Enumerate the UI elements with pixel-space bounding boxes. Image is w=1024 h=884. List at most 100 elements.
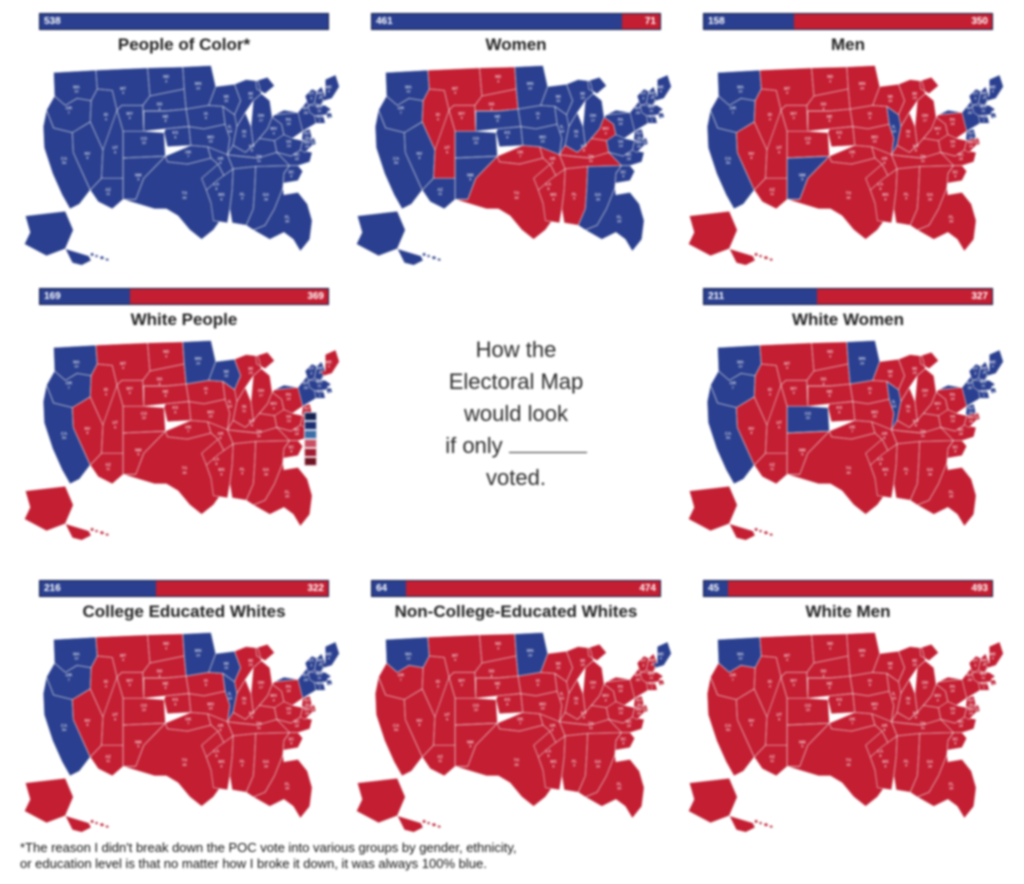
svg-text:6: 6 [552, 197, 554, 201]
svg-text:11: 11 [257, 434, 261, 438]
svg-text:MA: MA [980, 104, 987, 109]
svg-text:8: 8 [879, 754, 881, 758]
svg-text:NJ: NJ [636, 697, 642, 702]
svg-text:9: 9 [954, 742, 956, 746]
svg-text:IA: IA [536, 111, 540, 116]
svg-text:WA: WA [737, 359, 744, 364]
svg-text:7: 7 [68, 111, 70, 115]
svg-text:CA: CA [725, 156, 731, 161]
svg-text:IN: IN [242, 404, 246, 409]
svg-text:16: 16 [295, 157, 299, 161]
svg-text:NY: NY [967, 381, 973, 386]
svg-text:NE: NE [163, 389, 169, 394]
svg-text:3: 3 [974, 96, 976, 100]
svg-text:SD: SD [489, 669, 495, 674]
svg-text:8: 8 [215, 754, 217, 758]
svg-text:15: 15 [913, 371, 917, 375]
svg-text:NV: NV [417, 718, 423, 723]
svg-text:CT: CT [981, 114, 987, 119]
svg-text:MN: MN [195, 356, 202, 361]
svg-text:CT: CT [317, 389, 323, 394]
svg-text:10: 10 [888, 666, 892, 670]
svg-text:7: 7 [519, 155, 521, 159]
svg-text:IN: IN [906, 129, 910, 134]
svg-text:16: 16 [264, 197, 268, 201]
svg-text:AL: AL [239, 466, 245, 471]
svg-text:8: 8 [915, 716, 917, 720]
svg-text:10: 10 [806, 416, 810, 420]
svg-text:19: 19 [228, 696, 232, 700]
svg-text:MA: MA [648, 671, 655, 676]
svg-text:10: 10 [969, 420, 973, 424]
svg-text:16: 16 [959, 157, 963, 161]
svg-text:3: 3 [165, 354, 167, 358]
svg-text:30: 30 [617, 787, 621, 791]
svg-text:AZ: AZ [769, 754, 775, 759]
svg-text:6: 6 [205, 116, 207, 120]
svg-text:6: 6 [114, 425, 116, 429]
svg-text:CT: CT [317, 114, 323, 119]
svg-text:7: 7 [983, 119, 985, 123]
svg-text:11: 11 [589, 159, 593, 163]
svg-text:30: 30 [949, 220, 953, 224]
svg-text:NH: NH [317, 658, 323, 663]
svg-text:MS: MS [218, 467, 225, 472]
svg-text:5: 5 [801, 745, 803, 749]
svg-text:30: 30 [617, 220, 621, 224]
svg-text:6: 6 [219, 436, 221, 440]
svg-text:NE: NE [495, 681, 501, 686]
svg-text:19: 19 [618, 122, 622, 126]
svg-text:MN: MN [195, 81, 202, 86]
svg-text:WY: WY [458, 678, 465, 683]
svg-text:15: 15 [913, 663, 917, 667]
svg-text:9: 9 [954, 450, 956, 454]
svg-text:LA: LA [546, 749, 552, 754]
svg-text:10: 10 [873, 707, 877, 711]
svg-text:10: 10 [888, 99, 892, 103]
svg-text:10: 10 [224, 99, 228, 103]
svg-text:NH: NH [981, 366, 987, 371]
svg-text:IL: IL [560, 124, 564, 129]
svg-text:NC: NC [294, 427, 300, 432]
svg-text:11: 11 [981, 109, 985, 113]
svg-text:AR: AR [549, 723, 555, 728]
svg-text:6: 6 [205, 683, 207, 687]
svg-text:PA: PA [286, 684, 292, 689]
svg-text:SC: SC [620, 736, 626, 741]
svg-text:10: 10 [806, 141, 810, 145]
svg-text:8: 8 [215, 462, 217, 466]
svg-text:VT: VT [973, 658, 979, 663]
svg-text:8: 8 [251, 149, 253, 153]
svg-text:IL: IL [560, 691, 564, 696]
svg-text:9: 9 [905, 472, 907, 476]
svg-text:11: 11 [981, 384, 985, 388]
svg-text:10: 10 [196, 86, 200, 90]
svg-text:5: 5 [165, 394, 167, 398]
svg-text:3: 3 [158, 107, 160, 111]
svg-text:11: 11 [242, 409, 246, 413]
svg-text:AZ: AZ [769, 462, 775, 467]
svg-text:ME: ME [326, 359, 333, 364]
svg-text:15: 15 [913, 96, 917, 100]
svg-text:CA: CA [725, 723, 731, 728]
svg-text:9: 9 [622, 742, 624, 746]
svg-text:7: 7 [400, 111, 402, 115]
svg-text:3: 3 [490, 674, 492, 678]
svg-text:6: 6 [114, 150, 116, 154]
svg-text:RI: RI [327, 677, 331, 682]
svg-text:ME: ME [326, 651, 333, 656]
svg-text:17: 17 [591, 118, 595, 122]
svg-text:WA: WA [405, 651, 412, 656]
svg-text:DE: DE [974, 410, 980, 415]
svg-text:TX: TX [182, 758, 188, 763]
svg-text:15: 15 [581, 96, 585, 100]
svg-text:IA: IA [204, 678, 208, 683]
svg-text:IA: IA [536, 678, 540, 683]
svg-text:NC: NC [958, 427, 964, 432]
svg-text:NM: NM [135, 739, 142, 744]
svg-text:NY: NY [967, 673, 973, 678]
svg-text:VA: VA [286, 414, 292, 419]
svg-text:40: 40 [846, 196, 850, 200]
svg-text:OR: OR [730, 106, 736, 111]
svg-text:FL: FL [949, 782, 955, 787]
